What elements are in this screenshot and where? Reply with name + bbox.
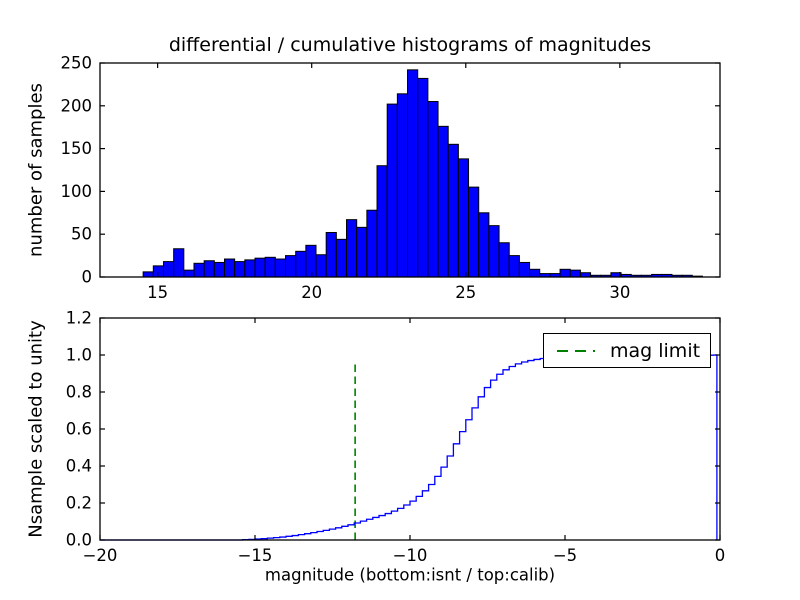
mag-limit-dash-icon bbox=[557, 349, 595, 352]
histogram-bar bbox=[518, 261, 531, 278]
histogram-bar bbox=[498, 242, 510, 278]
histogram-bar bbox=[356, 226, 368, 278]
y-tick-label: 0.2 bbox=[66, 494, 92, 513]
histogram-bar bbox=[213, 261, 225, 278]
histogram-bar bbox=[529, 268, 541, 278]
histogram-bar bbox=[478, 212, 490, 278]
y-tick-label: 0.4 bbox=[66, 457, 92, 476]
histogram-bar bbox=[152, 265, 164, 278]
top-ylabel: number of samples bbox=[25, 83, 47, 257]
histogram-bar bbox=[173, 248, 185, 278]
histogram-bar bbox=[162, 261, 175, 278]
histogram-bar bbox=[447, 143, 459, 278]
y-tick-label: 1.2 bbox=[66, 309, 92, 328]
histogram-bar bbox=[366, 209, 378, 278]
chart-title: differential / cumulative histograms of … bbox=[168, 34, 652, 56]
histogram-bar bbox=[559, 268, 571, 278]
x-tick-label: 25 bbox=[455, 283, 476, 302]
histogram-bar bbox=[325, 231, 337, 278]
histogram-bar bbox=[315, 254, 327, 278]
bottom-ylabel: Nsample scaled to unity bbox=[25, 320, 47, 538]
legend: mag limit bbox=[543, 333, 711, 368]
y-tick-label: 0.6 bbox=[66, 420, 92, 439]
x-tick-label: −20 bbox=[83, 546, 118, 565]
y-tick-label: 50 bbox=[71, 225, 92, 244]
x-tick-label: −10 bbox=[393, 546, 428, 565]
y-tick-label: 1.0 bbox=[66, 346, 92, 365]
bottom-xlabel: magnitude (bottom:isnt / top:calib) bbox=[264, 565, 556, 585]
histogram-bar bbox=[346, 219, 358, 278]
histogram-bar bbox=[254, 257, 266, 278]
y-tick-label: 0.8 bbox=[66, 383, 92, 402]
histogram-bar bbox=[203, 260, 215, 278]
histogram-bar bbox=[244, 259, 256, 278]
y-tick-label: 0.0 bbox=[66, 531, 92, 550]
histogram-bar bbox=[335, 238, 348, 278]
histogram-bar bbox=[285, 255, 297, 278]
histogram-bar bbox=[193, 262, 205, 278]
histogram-bar bbox=[295, 250, 307, 278]
histogram-bar bbox=[183, 269, 195, 278]
x-tick-label: 20 bbox=[301, 283, 322, 302]
histogram-bar bbox=[274, 258, 287, 278]
x-tick-label: 15 bbox=[147, 283, 168, 302]
legend-label: mag limit bbox=[610, 339, 701, 362]
cumulative-curve bbox=[100, 354, 718, 541]
histogram-bar bbox=[264, 256, 276, 278]
histogram-bar bbox=[223, 258, 236, 278]
histogram-bar bbox=[305, 244, 317, 278]
histogram-bar bbox=[508, 255, 520, 278]
x-tick-label: −15 bbox=[238, 546, 273, 565]
histogram-bar bbox=[488, 225, 500, 278]
y-tick-label: 150 bbox=[61, 139, 93, 158]
histogram-bar bbox=[396, 93, 409, 278]
histogram-bar bbox=[407, 69, 419, 278]
histogram-bar bbox=[417, 77, 429, 278]
y-tick-label: 0 bbox=[82, 268, 93, 287]
x-tick-label: 0 bbox=[715, 546, 726, 565]
y-tick-label: 100 bbox=[61, 182, 93, 201]
histogram-bar bbox=[468, 186, 480, 278]
axis-frame bbox=[99, 62, 721, 278]
histogram-bar bbox=[457, 158, 470, 278]
histogram-bar bbox=[427, 101, 439, 278]
histogram-bar bbox=[569, 269, 581, 278]
y-tick-label: 200 bbox=[61, 96, 93, 115]
histogram-bar bbox=[376, 165, 388, 278]
x-tick-label: 30 bbox=[609, 283, 630, 302]
x-tick-label: −5 bbox=[553, 546, 577, 565]
histogram-bar bbox=[437, 125, 449, 278]
histogram-bar bbox=[386, 103, 398, 278]
histogram-bar bbox=[234, 261, 246, 278]
y-tick-label: 250 bbox=[61, 54, 93, 73]
histogram-bar bbox=[142, 271, 154, 278]
